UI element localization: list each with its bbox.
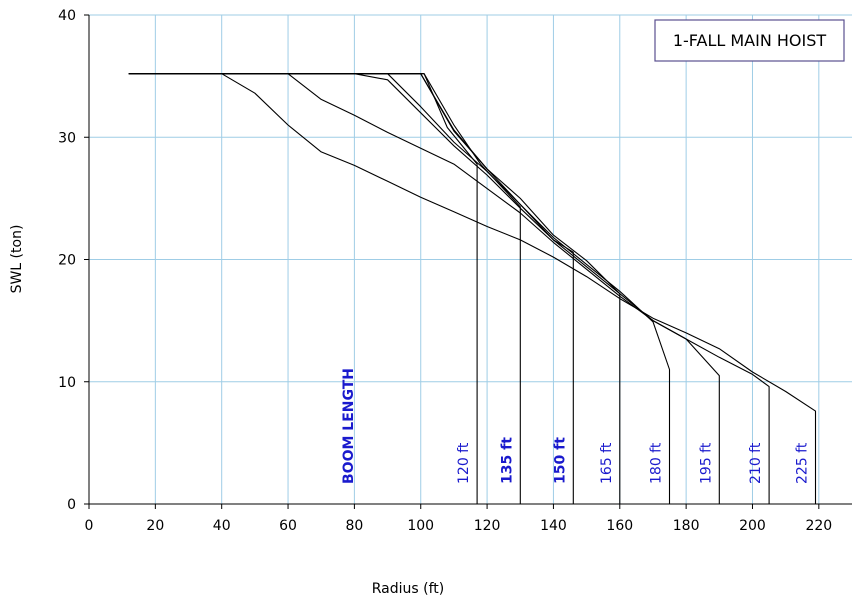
y-tick-label: 0	[67, 497, 76, 513]
boom-label-120-ft: 120 ft	[456, 442, 472, 484]
legend-border	[654, 19, 845, 62]
x-tick-label: 220	[805, 518, 832, 534]
x-axis-title: Radius (ft)	[372, 581, 445, 597]
boom-label-165-ft: 165 ft	[599, 442, 615, 484]
y-tick-label: 10	[58, 375, 76, 391]
series-line-180-ft	[128, 73, 671, 504]
series-lines	[128, 73, 817, 504]
boom-label-195-ft: 195 ft	[698, 442, 714, 484]
x-tick-label: 160	[606, 518, 633, 534]
x-tick-label: 80	[345, 518, 363, 534]
boom-label-180-ft: 180 ft	[649, 442, 665, 484]
y-tick-labels: 0 10 20 30 40	[58, 8, 89, 513]
chart-title: 1-FALL MAIN HOIST	[673, 31, 827, 50]
x-tick-label: 40	[213, 518, 231, 534]
boom-label-135-ft: 135 ft	[499, 437, 515, 484]
boom-label-210-ft: 210 ft	[748, 442, 764, 484]
x-tick-label: 100	[407, 518, 434, 534]
boom-length-annotation: BOOM LENGTH	[341, 368, 357, 484]
y-tick-label: 40	[58, 8, 76, 24]
x-tick-label: 120	[474, 518, 501, 534]
x-tick-label: 60	[279, 518, 297, 534]
series-line-210-ft	[128, 73, 770, 504]
legend-box: 1-FALL MAIN HOIST	[654, 19, 845, 62]
x-tick-label: 0	[85, 518, 94, 534]
series-line-225-ft	[128, 73, 817, 504]
boom-label-150-ft: 150 ft	[552, 437, 568, 484]
x-tick-label: 20	[146, 518, 164, 534]
y-tick-label: 20	[58, 253, 76, 269]
x-tick-label: 200	[739, 518, 766, 534]
boom-label-225-ft: 225 ft	[795, 442, 811, 484]
x-tick-label: 180	[673, 518, 700, 534]
boom-length-labels: 120 ft 135 ft 150 ft 165 ft 180 ft 195 ft 210 …	[456, 437, 810, 484]
grid-lines	[89, 14, 852, 504]
x-tick-label: 140	[540, 518, 567, 534]
y-axis-title: SWL (ton)	[9, 225, 25, 294]
y-tick-label: 30	[58, 130, 76, 146]
x-tick-labels: 0 20 40 60 80 100 120 140 160 180 200 220	[85, 504, 832, 534]
